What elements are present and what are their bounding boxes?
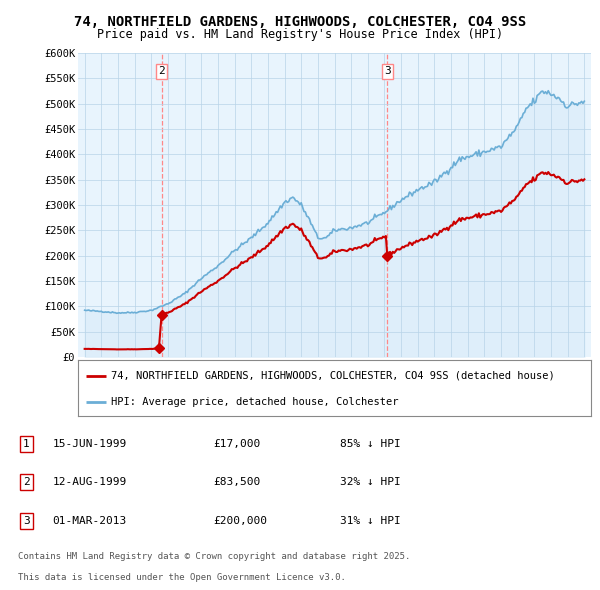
- Text: 74, NORTHFIELD GARDENS, HIGHWOODS, COLCHESTER, CO4 9SS (detached house): 74, NORTHFIELD GARDENS, HIGHWOODS, COLCH…: [112, 371, 555, 381]
- Text: 2: 2: [158, 66, 165, 76]
- Text: Contains HM Land Registry data © Crown copyright and database right 2025.: Contains HM Land Registry data © Crown c…: [18, 552, 410, 561]
- Text: £200,000: £200,000: [214, 516, 268, 526]
- Text: 3: 3: [23, 516, 30, 526]
- Text: 2: 2: [23, 477, 30, 487]
- Text: 74, NORTHFIELD GARDENS, HIGHWOODS, COLCHESTER, CO4 9SS: 74, NORTHFIELD GARDENS, HIGHWOODS, COLCH…: [74, 15, 526, 29]
- Text: £17,000: £17,000: [214, 438, 261, 448]
- Text: 15-JUN-1999: 15-JUN-1999: [52, 438, 127, 448]
- Text: 85% ↓ HPI: 85% ↓ HPI: [340, 438, 401, 448]
- Text: 32% ↓ HPI: 32% ↓ HPI: [340, 477, 401, 487]
- Text: 3: 3: [384, 66, 391, 76]
- Text: 01-MAR-2013: 01-MAR-2013: [52, 516, 127, 526]
- Text: Price paid vs. HM Land Registry's House Price Index (HPI): Price paid vs. HM Land Registry's House …: [97, 28, 503, 41]
- Text: This data is licensed under the Open Government Licence v3.0.: This data is licensed under the Open Gov…: [18, 572, 346, 582]
- Text: 31% ↓ HPI: 31% ↓ HPI: [340, 516, 401, 526]
- Text: £83,500: £83,500: [214, 477, 261, 487]
- Text: HPI: Average price, detached house, Colchester: HPI: Average price, detached house, Colc…: [112, 397, 399, 407]
- Text: 1: 1: [23, 438, 30, 448]
- Text: 12-AUG-1999: 12-AUG-1999: [52, 477, 127, 487]
